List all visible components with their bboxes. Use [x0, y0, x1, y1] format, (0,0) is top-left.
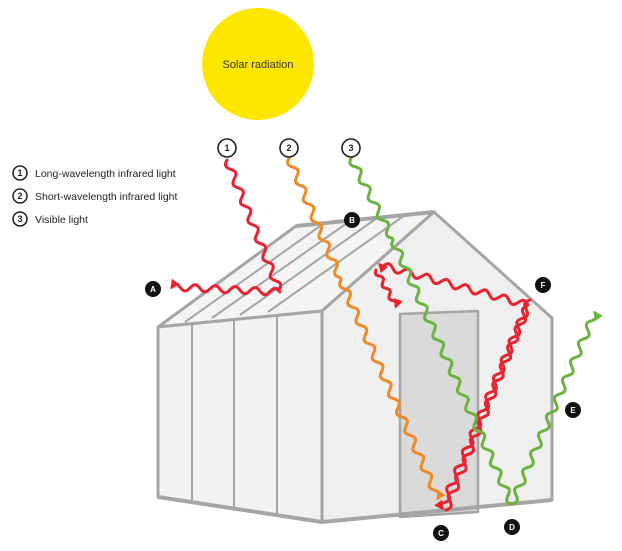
legend-label-visible: Visible light	[35, 214, 88, 226]
side-wall	[156, 309, 324, 524]
legend-label-long-ir: Long-wavelength infrared light	[35, 168, 176, 180]
legend: 1 Long-wavelength infrared light 2 Short…	[12, 165, 177, 227]
svg-text:1: 1	[17, 168, 22, 178]
side-wall-mullions	[191, 316, 278, 515]
ray-long-ir-short-arrow	[373, 268, 403, 309]
badge-f: F	[535, 277, 551, 293]
svg-text:3: 3	[17, 214, 22, 224]
svg-text:2: 2	[17, 191, 22, 201]
source-markers: 1 2 3	[217, 138, 361, 158]
badge-e: E	[565, 402, 581, 418]
svg-text:A: A	[150, 285, 156, 294]
source-marker-2: 2	[279, 138, 299, 158]
svg-text:F: F	[541, 281, 546, 290]
sun	[202, 8, 314, 120]
letter-badges: A B C D E F	[145, 212, 581, 541]
svg-text:1: 1	[224, 143, 229, 153]
ray-long-ir-roof-reflect	[170, 158, 283, 297]
legend-label-short-ir: Short-wavelength infrared light	[35, 191, 177, 203]
legend-item-1: 1 Long-wavelength infrared light	[12, 165, 176, 181]
badge-d: D	[504, 519, 520, 535]
sun-label: Solar radiation	[223, 59, 294, 71]
svg-text:3: 3	[348, 143, 353, 153]
ray-visible	[348, 156, 603, 506]
greenhouse-base	[157, 495, 553, 524]
legend-item-3: 3 Visible light	[12, 211, 88, 227]
legend-item-2: 2 Short-wavelength infrared light	[12, 188, 177, 204]
source-marker-3: 3	[341, 138, 361, 158]
badge-b: B	[344, 212, 360, 228]
svg-text:C: C	[438, 529, 444, 538]
svg-text:D: D	[509, 523, 515, 532]
greenhouse	[156, 210, 554, 524]
svg-text:2: 2	[286, 143, 291, 153]
source-marker-1: 1	[217, 138, 237, 158]
badge-a: A	[145, 281, 161, 297]
ray-short-ir	[286, 156, 446, 501]
badge-c: C	[433, 525, 449, 541]
svg-text:E: E	[570, 406, 576, 415]
rays	[170, 156, 603, 512]
svg-text:B: B	[349, 216, 355, 225]
ray-long-ir-inner-reflect	[434, 298, 532, 511]
